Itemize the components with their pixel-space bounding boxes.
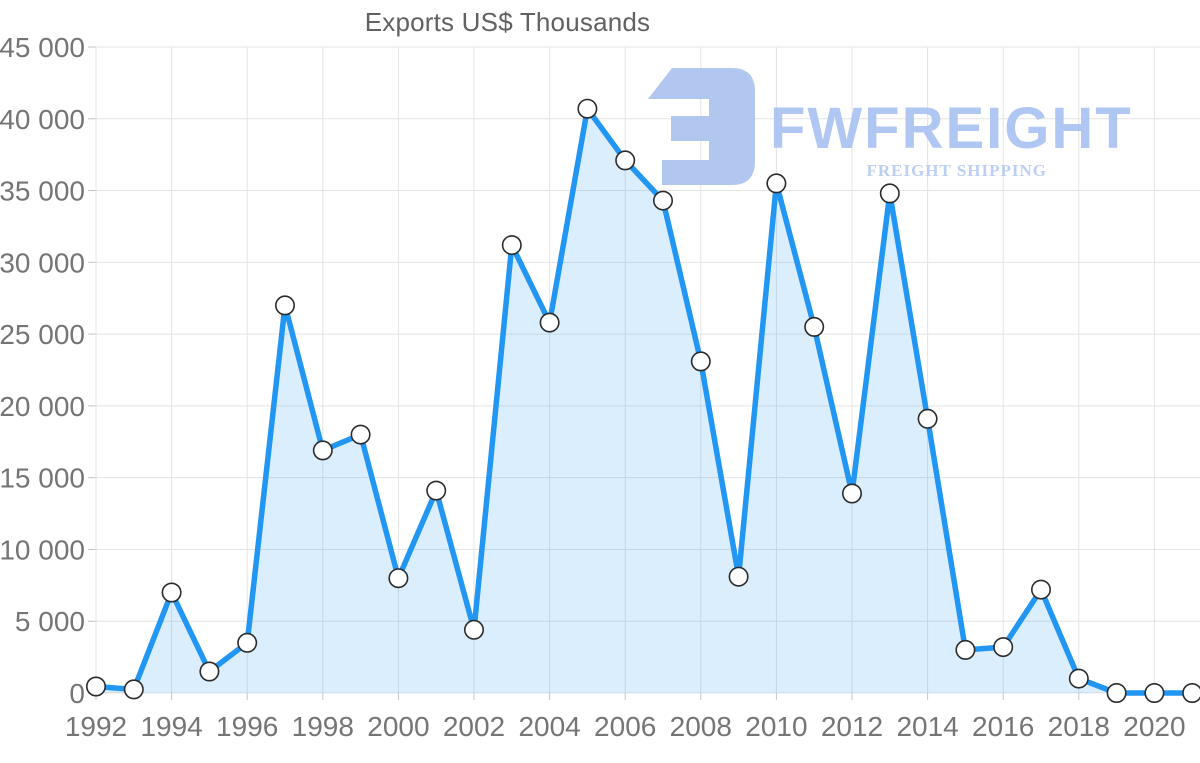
- freight-logo-mark-icon: [648, 68, 755, 185]
- x-axis-label: 2000: [367, 711, 429, 742]
- exports-line-series: [93, 105, 1195, 696]
- x-axis-label: 2014: [896, 711, 958, 742]
- data-point-marker: [1106, 682, 1127, 703]
- x-axis-label: 2012: [821, 711, 883, 742]
- x-axis-label: 2008: [670, 711, 732, 742]
- y-axis-label: 25 000: [0, 319, 85, 350]
- y-axis-label: 15 000: [0, 463, 85, 494]
- watermark-logo: FWFREIGHT FREIGHT SHIPPING: [648, 68, 1133, 185]
- data-point-marker: [955, 639, 976, 660]
- y-axis-label: 10 000: [0, 534, 85, 565]
- data-point-marker: [237, 632, 258, 653]
- data-point-marker: [615, 150, 636, 171]
- data-point-marker: [86, 676, 107, 697]
- x-axis-label: 2004: [518, 711, 580, 742]
- x-axis-label: 2016: [972, 711, 1034, 742]
- x-axis-label: 2010: [745, 711, 807, 742]
- y-axis-label: 35 000: [0, 176, 85, 207]
- data-point-marker: [388, 568, 409, 589]
- data-point-marker: [993, 637, 1014, 658]
- y-axis-label: 0: [69, 678, 85, 709]
- x-axis-label: 1998: [292, 711, 354, 742]
- y-axis-label: 5 000: [15, 606, 85, 637]
- logo-brand-text: FWFREIGHT: [770, 96, 1133, 161]
- data-point-marker: [312, 440, 333, 461]
- data-point-marker: [539, 312, 560, 333]
- data-point-marker: [274, 295, 295, 316]
- y-axis-label: 45 000: [0, 32, 85, 63]
- data-point-marker: [652, 190, 673, 211]
- y-axis-label: 40 000: [0, 104, 85, 135]
- x-axis-label: 1994: [140, 711, 202, 742]
- data-point-marker: [1182, 683, 1200, 703]
- data-point-marker: [426, 480, 447, 501]
- data-point-marker: [917, 408, 938, 429]
- axis-labels-layer: 0 5 000 10 000 15 000 20 000 25 000 30 000 35 0…: [0, 32, 1186, 742]
- data-point-marker: [199, 661, 220, 682]
- logo-tagline-text: FREIGHT SHIPPING: [866, 161, 1047, 180]
- x-axis-label: 1992: [65, 711, 127, 742]
- x-axis-label: 2018: [1048, 711, 1110, 742]
- data-point-marker: [501, 235, 522, 256]
- data-point-marker: [350, 424, 371, 445]
- x-axis-label: 2002: [443, 711, 505, 742]
- data-point-marker: [728, 566, 749, 587]
- data-point-marker: [123, 679, 144, 700]
- chart-title: Exports US$ Thousands: [364, 7, 651, 37]
- area-fill: [96, 108, 1193, 693]
- data-point-marker: [577, 98, 598, 119]
- data-point-marker: [841, 483, 862, 504]
- data-point-marker: [766, 173, 787, 194]
- data-point-markers: [86, 98, 1200, 703]
- data-point-marker: [1031, 579, 1052, 600]
- data-point-marker: [804, 316, 825, 337]
- data-point-marker: [161, 582, 182, 603]
- y-axis-label: 30 000: [0, 247, 85, 278]
- data-point-marker: [1144, 682, 1165, 703]
- grid-layer: [88, 46, 1200, 700]
- x-axis-label: 2020: [1123, 711, 1185, 742]
- y-axis-label: 20 000: [0, 391, 85, 422]
- data-point-marker: [463, 619, 484, 640]
- x-axis-label: 2006: [594, 711, 656, 742]
- data-point-marker: [690, 351, 711, 372]
- x-axis-label: 1996: [216, 711, 278, 742]
- data-point-marker: [879, 183, 900, 204]
- data-point-marker: [1068, 668, 1089, 689]
